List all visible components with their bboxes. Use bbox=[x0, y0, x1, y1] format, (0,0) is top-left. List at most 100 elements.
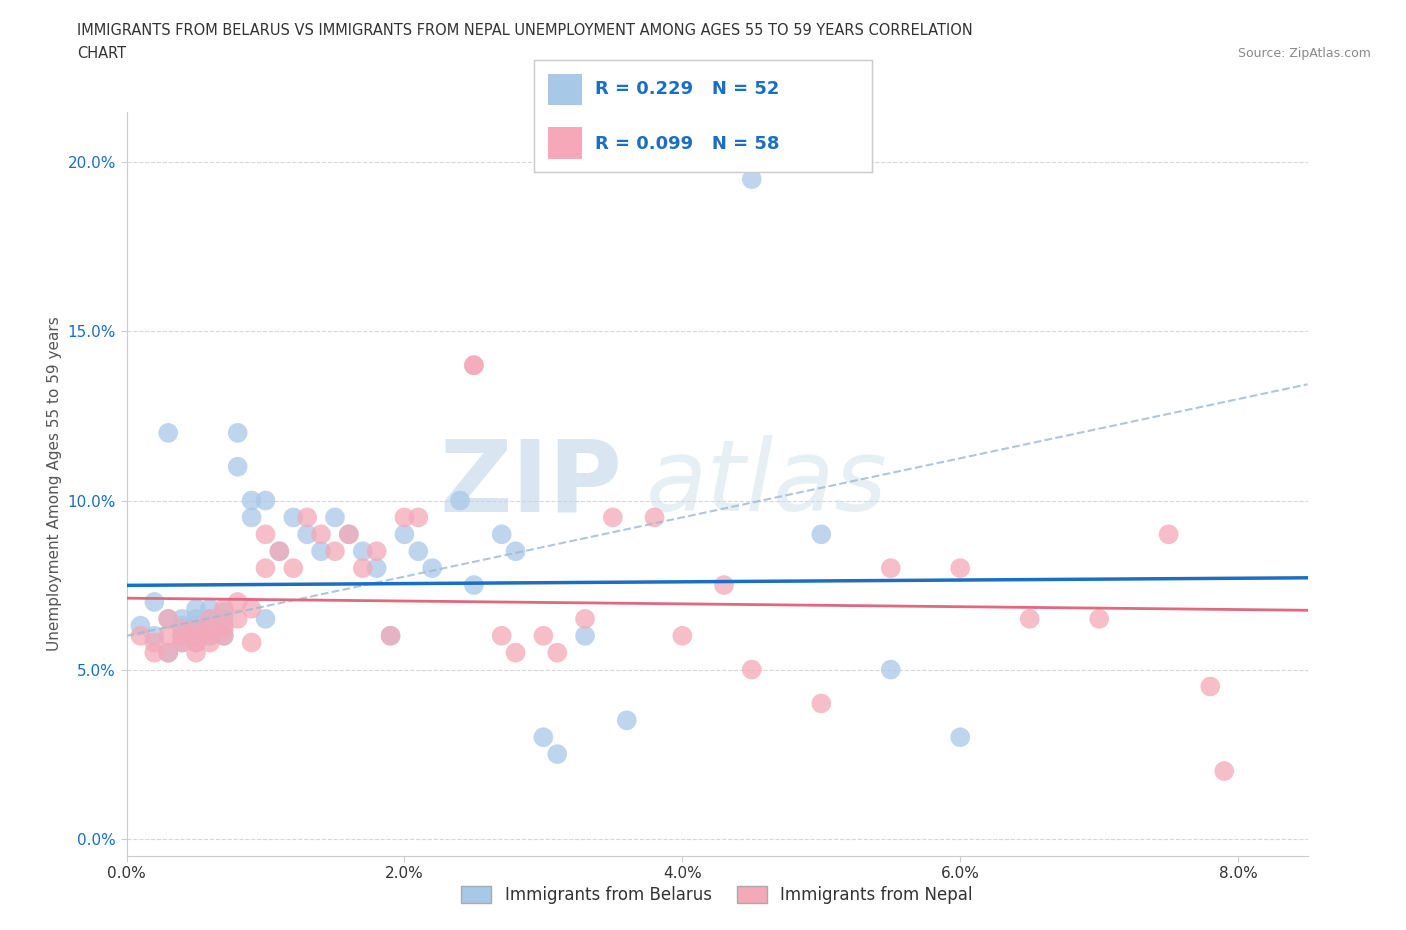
Text: Source: ZipAtlas.com: Source: ZipAtlas.com bbox=[1237, 46, 1371, 60]
Point bbox=[184, 602, 207, 617]
Point bbox=[463, 578, 485, 592]
Point bbox=[212, 629, 235, 644]
Point bbox=[309, 544, 332, 559]
Point bbox=[157, 645, 180, 660]
Text: atlas: atlas bbox=[647, 435, 887, 532]
Point bbox=[254, 561, 277, 576]
Point bbox=[254, 527, 277, 542]
Point bbox=[741, 172, 763, 187]
Point bbox=[505, 645, 527, 660]
Point bbox=[240, 602, 263, 617]
Point bbox=[172, 621, 194, 636]
Point bbox=[380, 629, 402, 644]
Point bbox=[269, 544, 291, 559]
Point bbox=[240, 635, 263, 650]
Point bbox=[184, 618, 207, 633]
Point bbox=[172, 618, 194, 633]
Point bbox=[212, 621, 235, 636]
Point bbox=[143, 594, 166, 609]
Point bbox=[366, 544, 388, 559]
Point bbox=[198, 618, 221, 633]
Point bbox=[172, 611, 194, 626]
Point bbox=[226, 594, 249, 609]
Point bbox=[226, 611, 249, 626]
Point bbox=[323, 544, 346, 559]
Point bbox=[157, 611, 180, 626]
Point bbox=[810, 527, 832, 542]
Point bbox=[810, 696, 832, 711]
Point bbox=[408, 544, 430, 559]
Point bbox=[184, 635, 207, 650]
Point bbox=[463, 358, 485, 373]
Point bbox=[420, 561, 443, 576]
Point bbox=[546, 747, 568, 762]
Point bbox=[295, 527, 318, 542]
Point bbox=[394, 510, 416, 525]
Point bbox=[157, 425, 180, 440]
Point bbox=[129, 618, 152, 633]
Point bbox=[172, 629, 194, 644]
Point bbox=[366, 561, 388, 576]
Point bbox=[198, 621, 221, 636]
Text: R = 0.099   N = 58: R = 0.099 N = 58 bbox=[595, 135, 779, 153]
Point bbox=[491, 629, 513, 644]
Point bbox=[172, 629, 194, 644]
Point bbox=[172, 635, 194, 650]
Point bbox=[880, 662, 903, 677]
Text: CHART: CHART bbox=[77, 46, 127, 61]
Y-axis label: Unemployment Among Ages 55 to 59 years: Unemployment Among Ages 55 to 59 years bbox=[48, 316, 62, 651]
Point bbox=[226, 425, 249, 440]
Point bbox=[1157, 527, 1180, 542]
Point bbox=[408, 510, 430, 525]
Point bbox=[337, 527, 360, 542]
Point bbox=[352, 544, 374, 559]
Point bbox=[323, 510, 346, 525]
Point bbox=[198, 602, 221, 617]
Point bbox=[880, 561, 903, 576]
Point bbox=[283, 561, 305, 576]
Point bbox=[283, 510, 305, 525]
Point bbox=[546, 645, 568, 660]
Point bbox=[198, 611, 221, 626]
Legend: Immigrants from Belarus, Immigrants from Nepal: Immigrants from Belarus, Immigrants from… bbox=[454, 879, 980, 910]
Point bbox=[1018, 611, 1040, 626]
Point bbox=[269, 544, 291, 559]
Point bbox=[184, 645, 207, 660]
Point bbox=[616, 713, 638, 728]
Point bbox=[212, 618, 235, 633]
Point bbox=[240, 493, 263, 508]
Point bbox=[602, 510, 624, 525]
Point bbox=[212, 629, 235, 644]
Point bbox=[172, 635, 194, 650]
Point bbox=[394, 527, 416, 542]
Point bbox=[184, 629, 207, 644]
Point bbox=[1199, 679, 1222, 694]
Text: ZIP: ZIP bbox=[440, 435, 623, 532]
Point bbox=[184, 635, 207, 650]
Point bbox=[949, 561, 972, 576]
Point bbox=[741, 662, 763, 677]
Point bbox=[212, 611, 235, 626]
Point bbox=[1213, 764, 1236, 778]
Point bbox=[198, 611, 221, 626]
Point bbox=[531, 730, 554, 745]
Point bbox=[240, 510, 263, 525]
Point bbox=[254, 611, 277, 626]
Text: IMMIGRANTS FROM BELARUS VS IMMIGRANTS FROM NEPAL UNEMPLOYMENT AMONG AGES 55 TO 5: IMMIGRANTS FROM BELARUS VS IMMIGRANTS FR… bbox=[77, 23, 973, 38]
Point bbox=[184, 621, 207, 636]
Point bbox=[531, 629, 554, 644]
Point bbox=[671, 629, 693, 644]
Bar bbox=[548, 73, 582, 105]
Point bbox=[574, 629, 596, 644]
Point bbox=[184, 629, 207, 644]
Point bbox=[157, 611, 180, 626]
Point bbox=[212, 602, 235, 617]
Point bbox=[352, 561, 374, 576]
Point bbox=[463, 358, 485, 373]
Point bbox=[157, 645, 180, 660]
Text: R = 0.229   N = 52: R = 0.229 N = 52 bbox=[595, 80, 779, 98]
Point bbox=[1088, 611, 1111, 626]
Point bbox=[198, 635, 221, 650]
Point bbox=[143, 645, 166, 660]
Point bbox=[337, 527, 360, 542]
